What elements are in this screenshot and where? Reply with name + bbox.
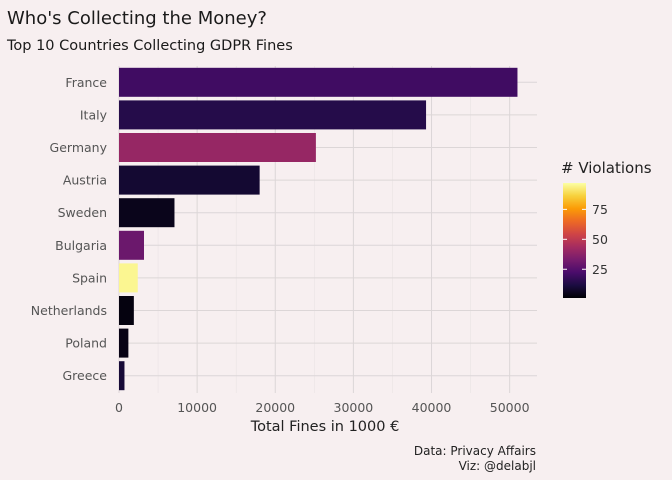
x-tick-label: 10000	[177, 400, 217, 415]
y-tick-label: France	[65, 75, 107, 90]
x-axis-title: Total Fines in 1000 €	[250, 419, 400, 435]
x-tick-label: 40000	[412, 400, 452, 415]
y-tick-label: Austria	[63, 173, 107, 188]
legend-tick-label: 25	[592, 262, 608, 277]
y-tick-label: Bulgaria	[55, 238, 107, 253]
y-tick-label: Netherlands	[31, 303, 107, 318]
x-tick-label: 30000	[334, 400, 374, 415]
bar	[119, 230, 145, 260]
y-tick-label: Greece	[63, 368, 108, 383]
x-axis-ticks: 0 10000 20000 30000 40000 50000	[115, 400, 530, 415]
legend-title: # Violations	[561, 159, 652, 177]
legend-tick-label: 75	[592, 202, 608, 217]
y-tick-label: Sweden	[58, 205, 107, 220]
y-axis-labels: France Italy Germany Austria Sweden Bulgaria S…	[31, 75, 108, 383]
bar	[119, 361, 125, 391]
bar	[119, 296, 134, 325]
bar	[119, 198, 175, 228]
bar	[119, 133, 316, 162]
y-tick-label: Germany	[50, 140, 108, 155]
bars	[119, 67, 518, 391]
x-tick-label: 50000	[490, 400, 530, 415]
caption-source: Data: Privacy Affairs	[414, 444, 536, 458]
legend-colorbar	[563, 183, 586, 298]
caption-credit: Viz: @delabjl	[459, 459, 536, 473]
y-tick-label: Poland	[65, 336, 107, 351]
bar	[119, 100, 427, 130]
bar	[119, 328, 129, 358]
x-tick-label: 20000	[255, 400, 295, 415]
bar	[119, 263, 138, 293]
bar	[119, 165, 260, 195]
chart-title: Who's Collecting the Money?	[7, 8, 267, 29]
y-tick-label: Spain	[72, 270, 107, 285]
y-tick-label: Italy	[80, 107, 108, 122]
legend-tick-label: 50	[592, 232, 608, 247]
x-tick-label: 0	[115, 400, 123, 415]
bar	[119, 67, 518, 97]
legend: # Violations 25 50 75	[561, 159, 652, 298]
chart-subtitle: Top 10 Countries Collecting GDPR Fines	[6, 38, 293, 54]
